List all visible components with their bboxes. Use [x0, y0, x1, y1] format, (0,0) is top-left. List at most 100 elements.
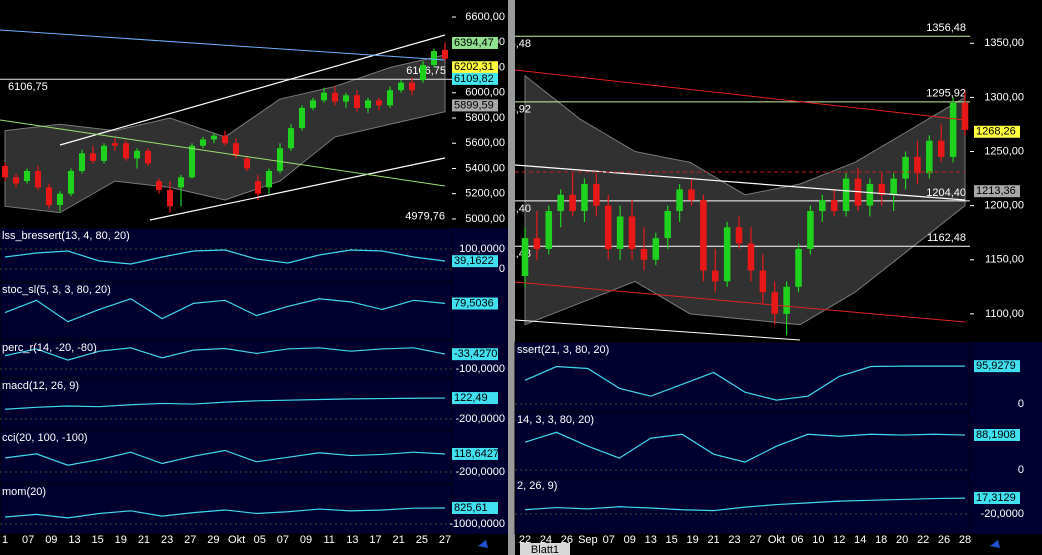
- y-tick-label: 5600,00: [465, 137, 505, 149]
- level-label: 1162,48: [927, 232, 966, 244]
- bollinger-band: [524, 74, 966, 326]
- y-tick-label: 6600,00: [465, 11, 505, 23]
- indicator-value-label: 17,3129: [976, 492, 1016, 504]
- level-label: 1295,92: [926, 88, 966, 100]
- date-label: 07: [603, 534, 615, 546]
- candle-body: [397, 82, 405, 91]
- candle-body: [89, 153, 97, 161]
- date-label: 10: [812, 534, 824, 546]
- indicator-axis: [452, 228, 508, 282]
- y-tick-label: 5200,00: [465, 188, 505, 200]
- trend-line: [0, 29, 446, 61]
- candle-body: [408, 82, 416, 91]
- price-tag: [452, 61, 498, 74]
- indicator-name: perc_r(14, -20, -80): [2, 342, 97, 354]
- indicator-axis: [970, 342, 1042, 412]
- level-label: 1204,40: [926, 187, 966, 199]
- splitter[interactable]: [508, 0, 515, 555]
- indicator-line: [4, 347, 446, 361]
- price-tag-label: 6109,82: [454, 73, 494, 85]
- indicator-tick-label: -1000,0000: [449, 518, 505, 530]
- candle-body: [866, 183, 874, 206]
- candle-body: [545, 211, 553, 249]
- candle-body: [254, 181, 262, 194]
- candle-body: [926, 140, 933, 174]
- candle-body: [23, 170, 31, 182]
- toolbar-icon[interactable]: [478, 540, 488, 548]
- right-date-axis: [515, 534, 1042, 555]
- candle-body: [199, 139, 207, 146]
- indicator-pane: [0, 227, 453, 283]
- candle-body: [795, 248, 802, 287]
- candle-body: [783, 286, 790, 314]
- date-label: 13: [645, 534, 657, 546]
- indicator-name: cci(20, 100, -100): [2, 432, 88, 444]
- candle-body: [581, 183, 588, 212]
- date-label: 25: [416, 534, 428, 546]
- indicator-value-label: 825,61: [454, 502, 488, 514]
- candle-body: [155, 181, 163, 190]
- candle-body: [430, 51, 438, 65]
- right-drawings: [515, 69, 966, 341]
- candle-body: [616, 216, 624, 249]
- date-label: 09: [624, 534, 636, 546]
- indicator-axis: [970, 478, 1042, 534]
- indicator-line: [4, 397, 446, 410]
- date-label: 06: [791, 534, 803, 546]
- date-label: 18: [875, 534, 887, 546]
- trend-line: [515, 319, 801, 341]
- candle-body: [676, 189, 683, 212]
- date-label: 27: [184, 534, 196, 546]
- candle-body: [807, 211, 814, 249]
- date-label: 27: [749, 534, 761, 546]
- level-label: 1356,48: [491, 38, 531, 50]
- sheet-tab-label[interactable]: Blatt1: [531, 544, 559, 555]
- candle-body: [914, 156, 921, 174]
- candle-body: [287, 128, 295, 149]
- candle-body: [166, 189, 174, 207]
- indicator-value-box: [452, 348, 498, 361]
- date-label: 22: [519, 534, 531, 546]
- price-tag: [974, 125, 1020, 138]
- candle-body: [712, 270, 719, 282]
- sheet-tab[interactable]: [520, 543, 570, 555]
- toolbar-icon[interactable]: [990, 540, 1000, 548]
- candle-body: [521, 238, 529, 276]
- indicator-value-box: [974, 360, 1020, 373]
- candle-body: [628, 216, 636, 249]
- candle-body: [569, 194, 576, 212]
- candle-body: [652, 238, 660, 260]
- left-date-axis: [0, 534, 508, 555]
- candle-body: [842, 178, 850, 212]
- date-label: 26: [561, 534, 573, 546]
- price-tag-label: 6202,31: [454, 61, 494, 73]
- candle-body: [232, 143, 240, 156]
- date-label: 23: [728, 534, 740, 546]
- trend-line: [515, 164, 966, 201]
- price-annotation: 4979,76: [405, 210, 445, 222]
- y-tick-label: 6000,00: [465, 87, 505, 99]
- candle-body: [830, 200, 838, 212]
- candle-body: [902, 156, 909, 179]
- price-tag-label: 5899,59: [454, 99, 494, 111]
- indicator-name: ssert(21, 3, 80, 20): [517, 344, 609, 356]
- indicator-value-box: [452, 501, 498, 514]
- indicator-value-label: 95,9279: [976, 360, 1016, 372]
- indicator-pane: [514, 477, 971, 535]
- candle-body: [878, 183, 886, 195]
- indicator-tick-label: 100,0000: [459, 243, 505, 255]
- indicator-axis: [970, 412, 1042, 478]
- candle-body: [188, 145, 196, 178]
- candle-body: [419, 64, 427, 81]
- indicator-pane: [0, 281, 453, 341]
- candle-body: [353, 95, 361, 108]
- candle-body: [309, 100, 317, 108]
- indicator-axis: [452, 282, 508, 340]
- date-label: Okt: [768, 534, 785, 546]
- date-label: 26: [938, 534, 950, 546]
- date-label: 19: [115, 534, 127, 546]
- candle-body: [342, 95, 350, 102]
- date-label: 19: [686, 534, 698, 546]
- candle-body: [700, 200, 707, 271]
